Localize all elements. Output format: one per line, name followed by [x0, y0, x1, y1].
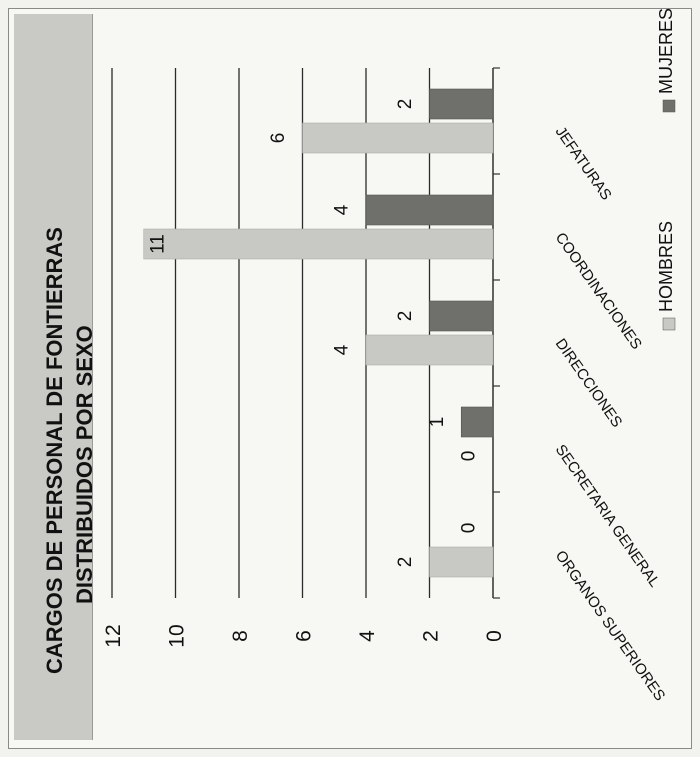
legend-label-mujeres: MUJERES: [656, 8, 676, 94]
value-axis-tick-label: 12: [102, 624, 125, 647]
data-label: 6: [268, 133, 289, 144]
bar-mujeres: [429, 88, 494, 120]
category-label: DIRECCIONES: [552, 336, 626, 431]
data-label: 2: [395, 311, 416, 322]
data-label: 11: [147, 234, 168, 254]
bar-mujeres: [365, 194, 494, 226]
value-axis-tick-label: 10: [166, 624, 189, 647]
chart-title-box: CARGOS DE PERSONAL DE FONTIERRAS DISTRIB…: [14, 14, 97, 740]
data-label: 2: [395, 99, 416, 110]
legend-swatch-hombres: [662, 317, 676, 331]
bar-hombres: [429, 546, 494, 578]
data-label: 2: [395, 557, 416, 568]
value-axis-tick-label: 0: [483, 630, 506, 642]
category-label: JEFATURAS: [552, 124, 615, 204]
value-axis-tick-label: 4: [356, 630, 379, 642]
bar-hombres: [143, 228, 494, 260]
legend-label-hombres: HOMBRES: [656, 221, 676, 312]
value-axis-tick-label: 8: [229, 630, 252, 642]
bar-mujeres: [460, 406, 494, 438]
category-label: COORDINACIONES: [552, 230, 645, 353]
bar-mujeres: [429, 300, 494, 332]
data-label: 4: [332, 344, 353, 355]
bar-hombres: [365, 334, 494, 366]
data-label: 0: [459, 451, 480, 462]
data-label: 4: [332, 204, 353, 215]
data-label: 1: [427, 417, 448, 428]
data-label: 0: [459, 523, 480, 534]
legend-swatch-mujeres: [662, 99, 676, 113]
value-axis-tick-label: 2: [420, 630, 443, 642]
value-axis-tick-label: 6: [293, 630, 316, 642]
bar-hombres: [302, 122, 494, 154]
